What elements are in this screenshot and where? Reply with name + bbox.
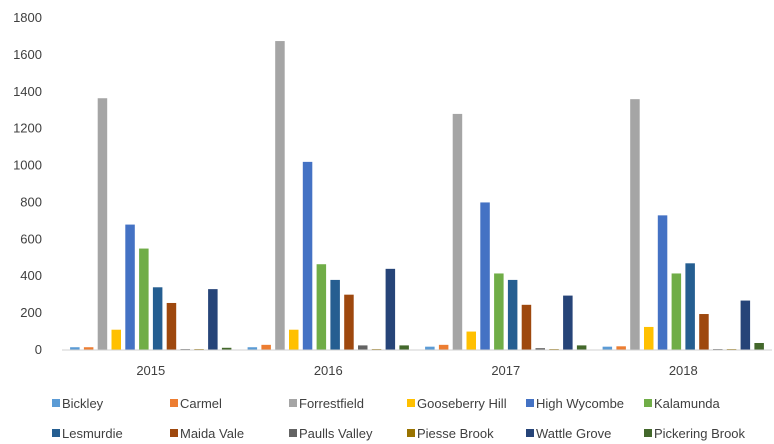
legend-swatch — [52, 429, 60, 437]
y-tick-label: 200 — [20, 305, 42, 320]
legend-label: Maida Vale — [180, 426, 244, 441]
bar-bickley-2015 — [70, 347, 80, 350]
bar-forrestfield-2015 — [97, 98, 108, 350]
bar-high-wycombe-2018 — [657, 215, 668, 350]
bar-maida-vale-2017 — [521, 304, 532, 350]
legend-label: Gooseberry Hill — [417, 396, 507, 411]
bar-lesmurdie-2017 — [507, 279, 518, 350]
x-tick-label: 2017 — [491, 363, 520, 378]
bar-kalamunda-2018 — [671, 273, 682, 350]
bar-kalamunda-2016 — [316, 264, 327, 350]
bar-pickering-brook-2017 — [576, 345, 587, 350]
y-axis-ticks: 0 200 400 600 800 1000 1200 1400 1600 1800 — [13, 10, 42, 357]
bar-forrestfield-2016 — [275, 41, 285, 351]
legend-label: Forrestfield — [299, 396, 364, 411]
y-tick-label: 800 — [20, 194, 42, 209]
legend-label: Paulls Valley — [299, 426, 373, 441]
legend-swatch — [289, 399, 297, 407]
bar-wattle-grove-2016 — [385, 268, 396, 350]
bar-bickley-2016 — [247, 347, 258, 350]
bar-bickley-2018 — [602, 346, 613, 350]
bars — [70, 41, 764, 351]
legend-label: Carmel — [180, 396, 222, 411]
bar-kalamunda-2017 — [494, 273, 504, 350]
bar-bickley-2017 — [425, 346, 435, 350]
y-tick-label: 1600 — [13, 47, 42, 62]
bar-lesmurdie-2016 — [330, 279, 340, 350]
bar-forrestfield-2017 — [452, 113, 463, 350]
legend-swatch — [170, 429, 178, 437]
legend-swatch — [407, 399, 415, 407]
bar-lesmurdie-2018 — [685, 263, 695, 350]
bar-forrestfield-2018 — [630, 99, 640, 350]
bar-gooseberry-hill-2017 — [466, 331, 476, 350]
bar-paulls-valley-2017 — [535, 348, 545, 350]
bar-wattle-grove-2018 — [740, 300, 751, 350]
legend-swatch — [644, 429, 652, 437]
bar-high-wycombe-2015 — [125, 224, 135, 350]
bar-pickering-brook-2015 — [221, 347, 232, 350]
bar-high-wycombe-2017 — [480, 202, 490, 350]
y-tick-label: 1000 — [13, 158, 42, 173]
bar-carmel-2017 — [438, 344, 449, 350]
legend-label: High Wycombe — [536, 396, 624, 411]
y-tick-label: 600 — [20, 231, 42, 246]
legend-label: Piesse Brook — [417, 426, 494, 441]
y-tick-label: 1400 — [13, 84, 42, 99]
legend-swatch — [526, 399, 534, 407]
legend-swatch — [526, 429, 534, 437]
bar-maida-vale-2016 — [344, 294, 354, 350]
legend-swatch — [170, 399, 178, 407]
bar-pickering-brook-2016 — [399, 345, 409, 350]
bar-kalamunda-2015 — [139, 248, 149, 350]
legend-label: Bickley — [62, 396, 104, 411]
legend: Bickley Carmel Forrestfield Gooseberry Hill… — [52, 396, 746, 441]
bar-gooseberry-hill-2016 — [289, 329, 299, 350]
x-tick-label: 2018 — [669, 363, 698, 378]
bar-paulls-valley-2016 — [358, 345, 368, 350]
bar-wattle-grove-2015 — [208, 289, 218, 350]
bar-high-wycombe-2016 — [302, 161, 313, 350]
y-tick-label: 1800 — [13, 10, 42, 25]
bar-carmel-2018 — [616, 346, 626, 350]
x-tick-label: 2016 — [314, 363, 343, 378]
legend-swatch — [52, 399, 60, 407]
y-tick-label: 400 — [20, 268, 42, 283]
legend-label: Kalamunda — [654, 396, 721, 411]
bar-wattle-grove-2017 — [563, 295, 573, 350]
legend-swatch — [644, 399, 652, 407]
legend-swatch — [289, 429, 297, 437]
bar-maida-vale-2015 — [166, 302, 177, 350]
bar-carmel-2016 — [261, 344, 271, 350]
legend-label: Wattle Grove — [536, 426, 611, 441]
bar-maida-vale-2018 — [699, 314, 709, 350]
bar-carmel-2015 — [83, 347, 94, 350]
legend-swatch — [407, 429, 415, 437]
x-tick-label: 2015 — [136, 363, 165, 378]
y-tick-label: 0 — [35, 342, 42, 357]
bar-lesmurdie-2015 — [152, 287, 163, 350]
legend-label: Pickering Brook — [654, 426, 746, 441]
bar-pickering-brook-2018 — [754, 342, 764, 350]
y-tick-label: 1200 — [13, 121, 42, 136]
bar-gooseberry-hill-2015 — [111, 329, 121, 350]
x-axis-ticks: 2015 2016 2017 2018 — [136, 363, 697, 378]
legend-label: Lesmurdie — [62, 426, 123, 441]
bar-gooseberry-hill-2018 — [644, 326, 654, 350]
